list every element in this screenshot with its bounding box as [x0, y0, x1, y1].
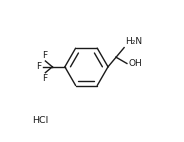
- Text: F: F: [42, 51, 47, 60]
- Text: F: F: [36, 62, 42, 71]
- Text: OH: OH: [128, 59, 142, 68]
- Text: F: F: [42, 74, 47, 83]
- Text: H₂N: H₂N: [125, 37, 142, 46]
- Text: HCl: HCl: [32, 116, 48, 125]
